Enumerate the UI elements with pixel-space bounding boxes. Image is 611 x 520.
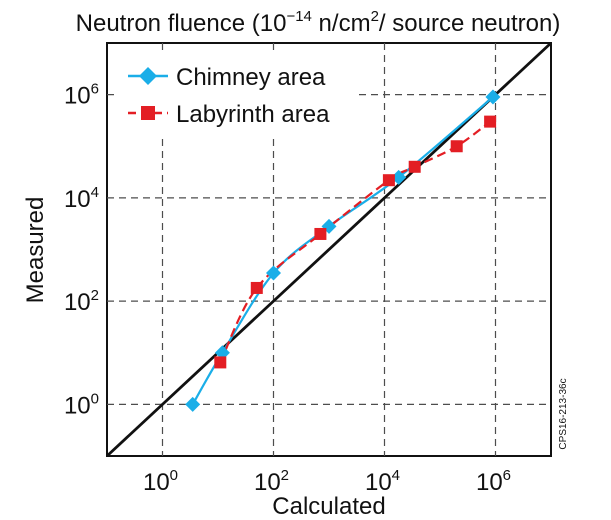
data-point-labyrinth [450,140,463,153]
x-tick-label: 102 [254,467,289,496]
data-point-chimney [391,169,407,185]
data-point-chimney [485,89,501,105]
legend-labyrinth-marker-icon [141,106,155,120]
tick-base: 10 [64,289,91,316]
data-point-labyrinth [484,115,497,128]
title-part-1: Neutron fluence (10 [76,10,287,37]
y-tick-label: 106 [64,81,99,110]
title-part-2: n/cm [312,10,371,37]
chart-title: Neutron fluence (10−14 n/cm2/ source neu… [76,8,561,37]
x-tick-label: 104 [365,467,400,496]
tick-base: 10 [365,469,392,496]
tick-base: 10 [254,469,281,496]
tick-base: 10 [143,469,170,496]
tick-base: 10 [476,469,503,496]
y-axis-label: Measured [22,197,49,304]
data-point-chimney [185,396,201,412]
tick-base: 10 [64,186,91,213]
tick-exponent: 0 [91,390,99,407]
x-tick-label: 100 [143,467,178,496]
tick-exponent: 2 [91,287,99,304]
data-point-labyrinth [408,160,421,173]
y-tick-label: 104 [64,184,99,213]
title-superscript-1: −14 [286,8,311,25]
x-axis-label: Calculated [272,493,385,520]
tick-exponent: 0 [170,467,178,484]
figure-id-label: CPS16-213-36c [558,378,569,449]
tick-exponent: 4 [91,184,99,201]
tick-exponent: 4 [392,467,400,484]
y-tick-label: 100 [64,390,99,419]
title-part-3: / source neutron) [379,10,560,37]
data-point-labyrinth [314,227,327,240]
data-point-labyrinth [214,356,227,369]
y-tick-label: 102 [64,287,99,316]
series-layer [185,89,501,412]
data-point-chimney [266,265,281,281]
x-tick-label: 106 [476,467,511,496]
legend-chimney-marker-icon [139,67,157,85]
legend-labyrinth-label: Labyrinth area [176,101,330,128]
data-point-labyrinth [250,281,263,294]
legend-background [114,52,359,138]
data-point-labyrinth [382,174,395,187]
title-superscript-2: 2 [371,8,379,25]
tick-exponent: 2 [281,467,289,484]
legend: Chimney area Labyrinth area [114,52,359,138]
tick-base: 10 [64,392,91,419]
tick-base: 10 [64,83,91,110]
tick-exponent: 6 [503,467,511,484]
legend-chimney-label: Chimney area [176,64,326,91]
tick-exponent: 6 [91,81,99,98]
